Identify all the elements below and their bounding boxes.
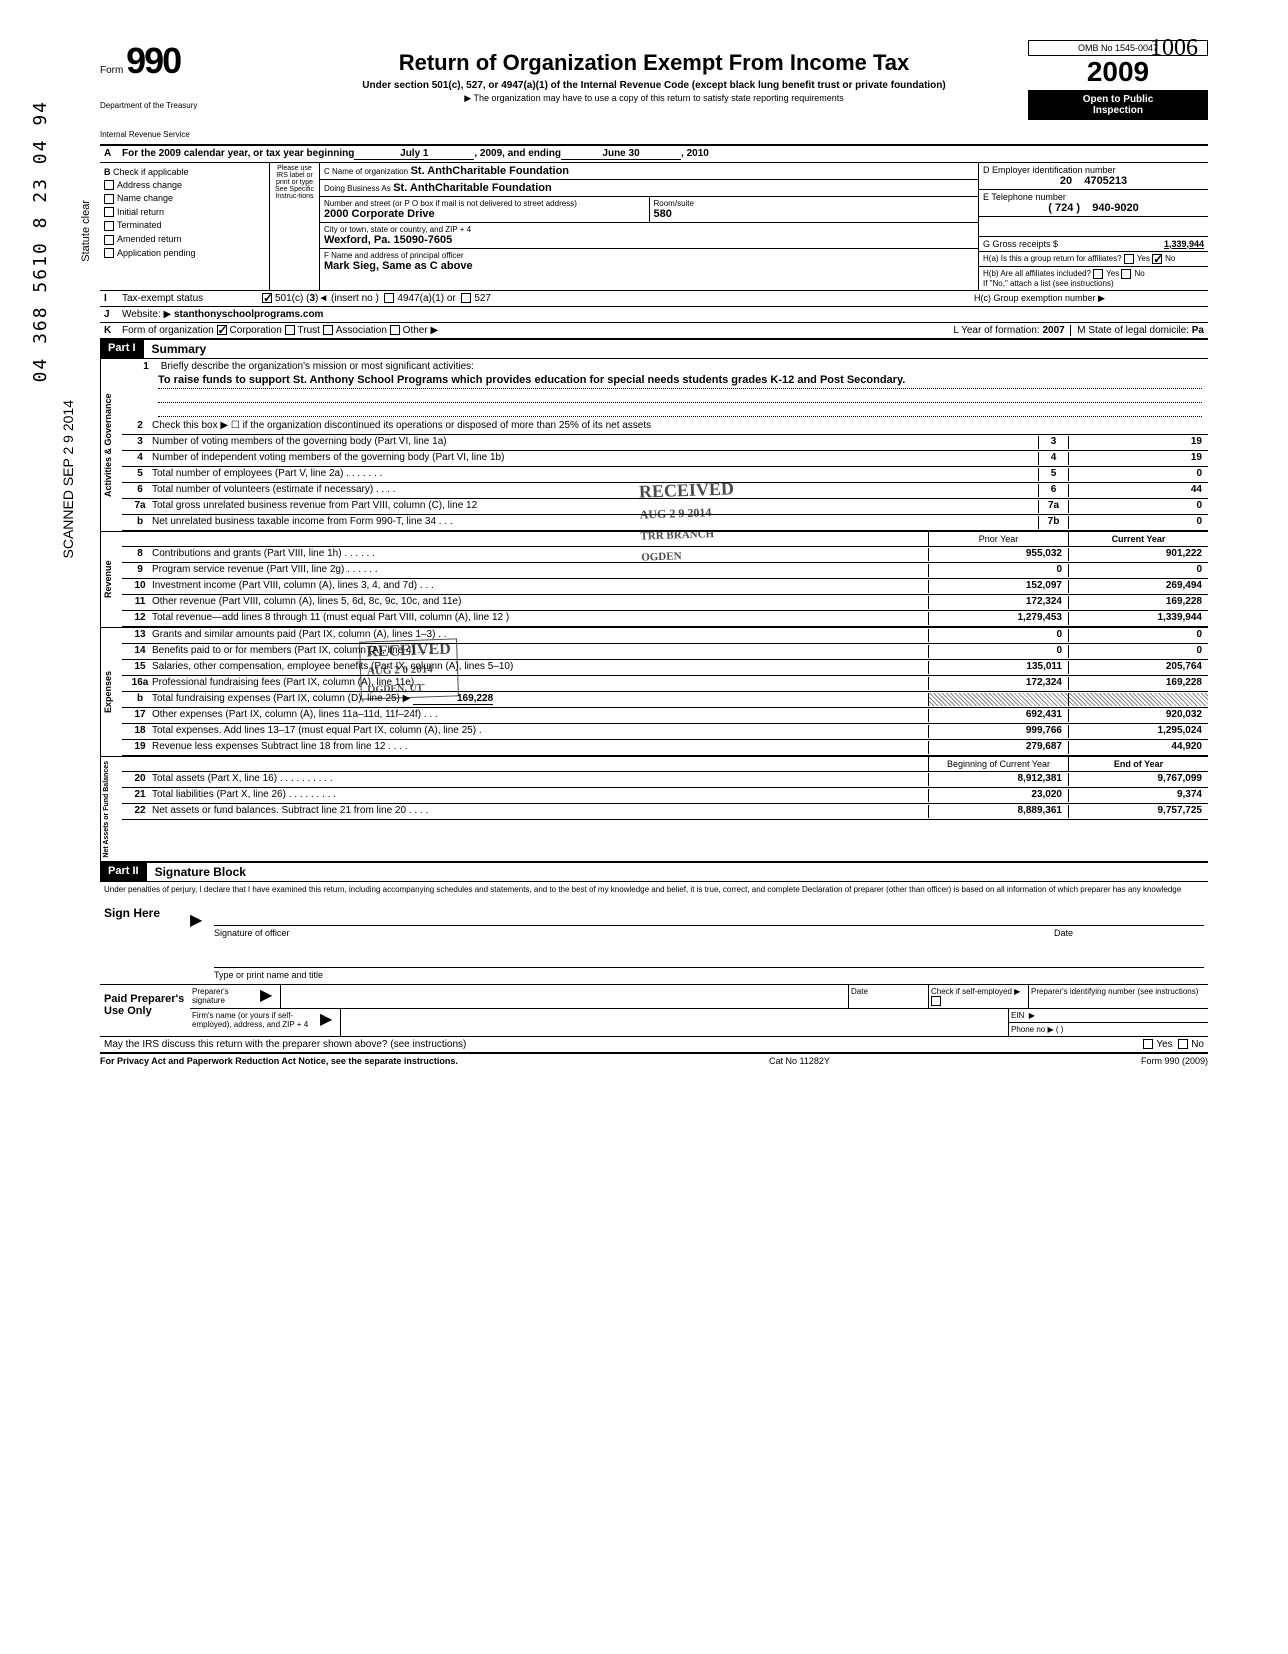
vert-revenue: Revenue xyxy=(100,532,122,627)
part1-header-row: Part I Summary xyxy=(100,340,1208,359)
revenue-line: 9Program service revenue (Part VIII, lin… xyxy=(122,563,1208,579)
part1-header: Part I xyxy=(100,340,144,358)
vert-expenses: Expenses xyxy=(100,628,122,756)
form-word: Form xyxy=(100,65,123,76)
revenue-line: 11Other revenue (Part VIII, column (A), … xyxy=(122,595,1208,611)
reporting-note: ▶ The organization may have to use a cop… xyxy=(290,93,1018,104)
expense-line: 15Salaries, other compensation, employee… xyxy=(122,660,1208,676)
expense-line: 16aProfessional fundraising fees (Part I… xyxy=(122,676,1208,692)
side-scan-date: SCANNED SEP 2 9 2014 xyxy=(60,400,76,559)
netasset-line: 22Net assets or fund balances. Subtract … xyxy=(122,804,1208,820)
line-k: K Form of organization Corporation Trust… xyxy=(100,323,1208,340)
sign-here-row: Sign Here ▶ Signature of officerDate Typ… xyxy=(100,898,1208,985)
checkbox-assoc[interactable] xyxy=(323,325,333,335)
form-number: 990 xyxy=(126,40,180,81)
expense-line: 18Total expenses. Add lines 13–17 (must … xyxy=(122,724,1208,740)
paid-preparer-row: Paid Preparer's Use Only Preparer's sign… xyxy=(100,985,1208,1037)
main-title: Return of Organization Exempt From Incom… xyxy=(290,50,1018,76)
checkbox-terminated[interactable] xyxy=(104,221,114,231)
netasset-line: 21Total liabilities (Part X, line 26) . … xyxy=(122,788,1208,804)
checkbox-name-change[interactable] xyxy=(104,194,114,204)
revenue-line: 10Investment income (Part VIII, column (… xyxy=(122,579,1208,595)
expense-line: 14Benefits paid to or for members (Part … xyxy=(122,644,1208,660)
col-d: D Employer identification number20 47052… xyxy=(978,163,1208,290)
expense-line: bTotal fundraising expenses (Part IX, co… xyxy=(122,692,1208,708)
checkbox-trust[interactable] xyxy=(285,325,295,335)
city-state-zip: Wexford, Pa. 15090-7605 xyxy=(324,234,974,246)
irs-label-box: Please use IRS label or print or type Se… xyxy=(270,163,320,290)
dept-irs: Internal Revenue Service xyxy=(100,131,280,140)
dba-name: St. AnthCharitable Foundation xyxy=(393,182,551,194)
col-b-checkboxes: B Check if applicable Address change Nam… xyxy=(100,163,270,290)
perjury-disclosure: Under penalties of perjury, I declare th… xyxy=(100,882,1208,898)
discuss-row: May the IRS discuss this return with the… xyxy=(100,1037,1208,1054)
statute-clear: Statute clear xyxy=(80,200,92,262)
preparer-sig-line[interactable] xyxy=(280,985,848,1008)
org-name: St. AnthCharitable Foundation xyxy=(411,165,569,177)
website-value: stanthonyschoolprograms.com xyxy=(174,309,323,320)
expense-line: 19Revenue less expenses Subtract line 18… xyxy=(122,740,1208,756)
line-a: A For the 2009 calendar year, or tax yea… xyxy=(100,146,1208,163)
principal-officer: Mark Sieg, Same as C above xyxy=(324,260,974,272)
summary-line: 3Number of voting members of the governi… xyxy=(122,435,1208,451)
year-formation: 2007 xyxy=(1042,325,1064,336)
expense-line: 13Grants and similar amounts paid (Part … xyxy=(122,628,1208,644)
inspection-box: Open to PublicInspection xyxy=(1028,90,1208,120)
expense-line: 17Other expenses (Part IX, column (A), l… xyxy=(122,708,1208,724)
dept-treasury: Department of the Treasury xyxy=(100,102,280,111)
arrow-icon: ▶ xyxy=(190,912,202,929)
checkbox-501c[interactable] xyxy=(262,293,272,303)
gross-receipts: 1,339,944 xyxy=(1164,239,1204,249)
revenue-line: 12Total revenue—add lines 8 through 11 (… xyxy=(122,611,1208,627)
vert-governance: Activities & Governance xyxy=(100,359,122,531)
checkbox-initial-return[interactable] xyxy=(104,207,114,217)
signature-line[interactable] xyxy=(214,902,1204,926)
checkbox-hb-no[interactable] xyxy=(1121,269,1131,279)
hc-group-exemption: H(c) Group exemption number ▶ xyxy=(974,293,1204,304)
subtitle: Under section 501(c), 527, or 4947(a)(1)… xyxy=(290,80,1018,91)
received-stamp-2: RECEIVED AUG 2 0 2014 OGDEN, UT xyxy=(359,638,459,699)
line-i: I Tax-exempt status 501(c) ( 3 )◄ (inser… xyxy=(100,291,1208,307)
part1-expenses: Expenses 13Grants and similar amounts pa… xyxy=(100,628,1208,757)
street-address: 2000 Corporate Drive xyxy=(324,208,645,220)
part2-header: Part II xyxy=(100,863,147,881)
form-header: Form 990 Department of the Treasury Inte… xyxy=(100,40,1208,146)
checkbox-other[interactable] xyxy=(390,325,400,335)
checkbox-hb-yes[interactable] xyxy=(1093,269,1103,279)
ein-value: 4705213 xyxy=(1084,175,1127,187)
checkbox-self-employed[interactable] xyxy=(931,996,941,1006)
received-stamp: RECEIVED AUG 2 9 2014 TRR BRANCH OGDEN xyxy=(639,478,737,565)
identity-section: B Check if applicable Address change Nam… xyxy=(100,163,1208,291)
netasset-line: 20Total assets (Part X, line 16) . . . .… xyxy=(122,772,1208,788)
checkbox-4947[interactable] xyxy=(384,293,394,303)
checkbox-address-change[interactable] xyxy=(104,180,114,190)
page-footer: For Privacy Act and Paperwork Reduction … xyxy=(100,1054,1208,1066)
checkbox-527[interactable] xyxy=(461,293,471,303)
part2-header-row: Part II Signature Block xyxy=(100,863,1208,882)
checkbox-amended[interactable] xyxy=(104,235,114,245)
state-domicile: Pa xyxy=(1192,325,1204,336)
phone-value: 940-9020 xyxy=(1092,202,1139,214)
col-c: C Name of organization St. AnthCharitabl… xyxy=(320,163,978,290)
checkbox-corp[interactable] xyxy=(217,325,227,335)
handwritten-number: 1006 xyxy=(1150,35,1198,62)
checkbox-discuss-no[interactable] xyxy=(1178,1039,1188,1049)
checkbox-ha-yes[interactable] xyxy=(1124,254,1134,264)
line-j: J Website: ▶ stanthonyschoolprograms.com xyxy=(100,307,1208,323)
side-scan-number: 04 368 5610 8 23 04 94 xyxy=(30,100,51,382)
checkbox-ha-no[interactable] xyxy=(1152,254,1162,264)
part1-netassets: Net Assets or Fund Balances Beginning of… xyxy=(100,757,1208,864)
room-suite: 580 xyxy=(654,208,975,220)
summary-line: 4Number of independent voting members of… xyxy=(122,451,1208,467)
checkbox-discuss-yes[interactable] xyxy=(1143,1039,1153,1049)
vert-netassets: Net Assets or Fund Balances xyxy=(100,757,122,862)
name-title-line[interactable] xyxy=(214,944,1204,968)
mission-text: To raise funds to support St. Anthony Sc… xyxy=(158,372,1202,389)
checkbox-pending[interactable] xyxy=(104,248,114,258)
